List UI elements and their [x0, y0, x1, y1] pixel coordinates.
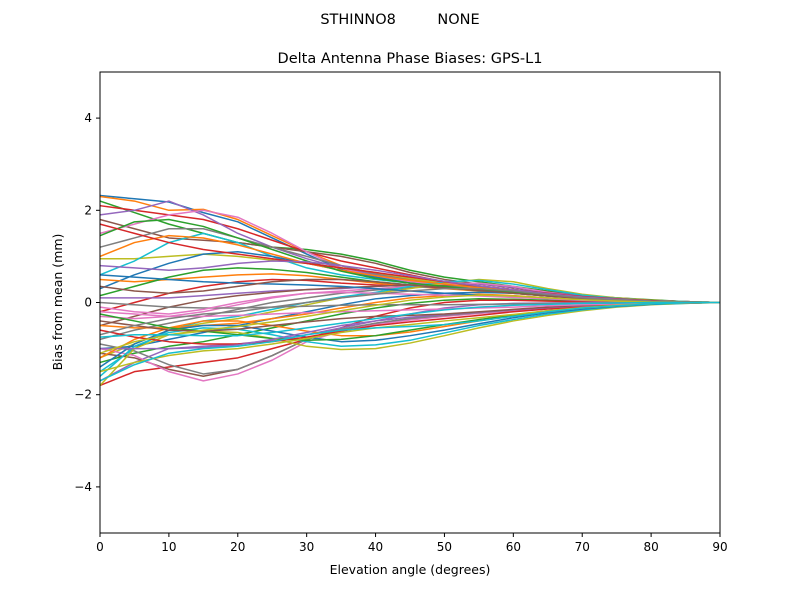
series-layer	[99, 194, 721, 387]
x-tick-label: 10	[161, 540, 176, 554]
y-axis-label: Bias from mean (mm)	[50, 234, 65, 371]
series-line-6	[99, 218, 721, 304]
y-tick-label: 4	[84, 111, 92, 125]
y-tick-label: −4	[74, 480, 92, 494]
x-axis-label: Elevation angle (degrees)	[330, 562, 491, 577]
x-tick-label: 20	[230, 540, 245, 554]
x-tick-label: 30	[299, 540, 314, 554]
series-line-49	[99, 294, 720, 354]
x-tick-label: 60	[506, 540, 521, 554]
series-line-40	[99, 301, 721, 382]
y-tick-label: −2	[74, 388, 92, 402]
x-tick-label: 90	[712, 540, 727, 554]
series-line-43	[99, 218, 721, 304]
series-line-50	[99, 301, 720, 338]
chart-title: Delta Antenna Phase Biases: GPS-L1	[278, 51, 543, 67]
y-axis: −4 −2 0 2 4	[74, 111, 100, 494]
y-tick-label: 0	[84, 296, 92, 310]
x-tick-label: 0	[96, 540, 104, 554]
x-tick-label: 80	[643, 540, 658, 554]
series-line-48	[99, 287, 721, 336]
x-tick-label: 70	[575, 540, 590, 554]
x-tick-label: 40	[368, 540, 383, 554]
x-tick-label: 50	[437, 540, 452, 554]
y-tick-label: 2	[84, 203, 92, 217]
series-line-37	[99, 301, 720, 318]
x-axis: 0 10 20 30 40 50 60 70 80 90	[96, 533, 728, 554]
figure-suptitle: STHINNO8 NONE	[320, 12, 479, 28]
